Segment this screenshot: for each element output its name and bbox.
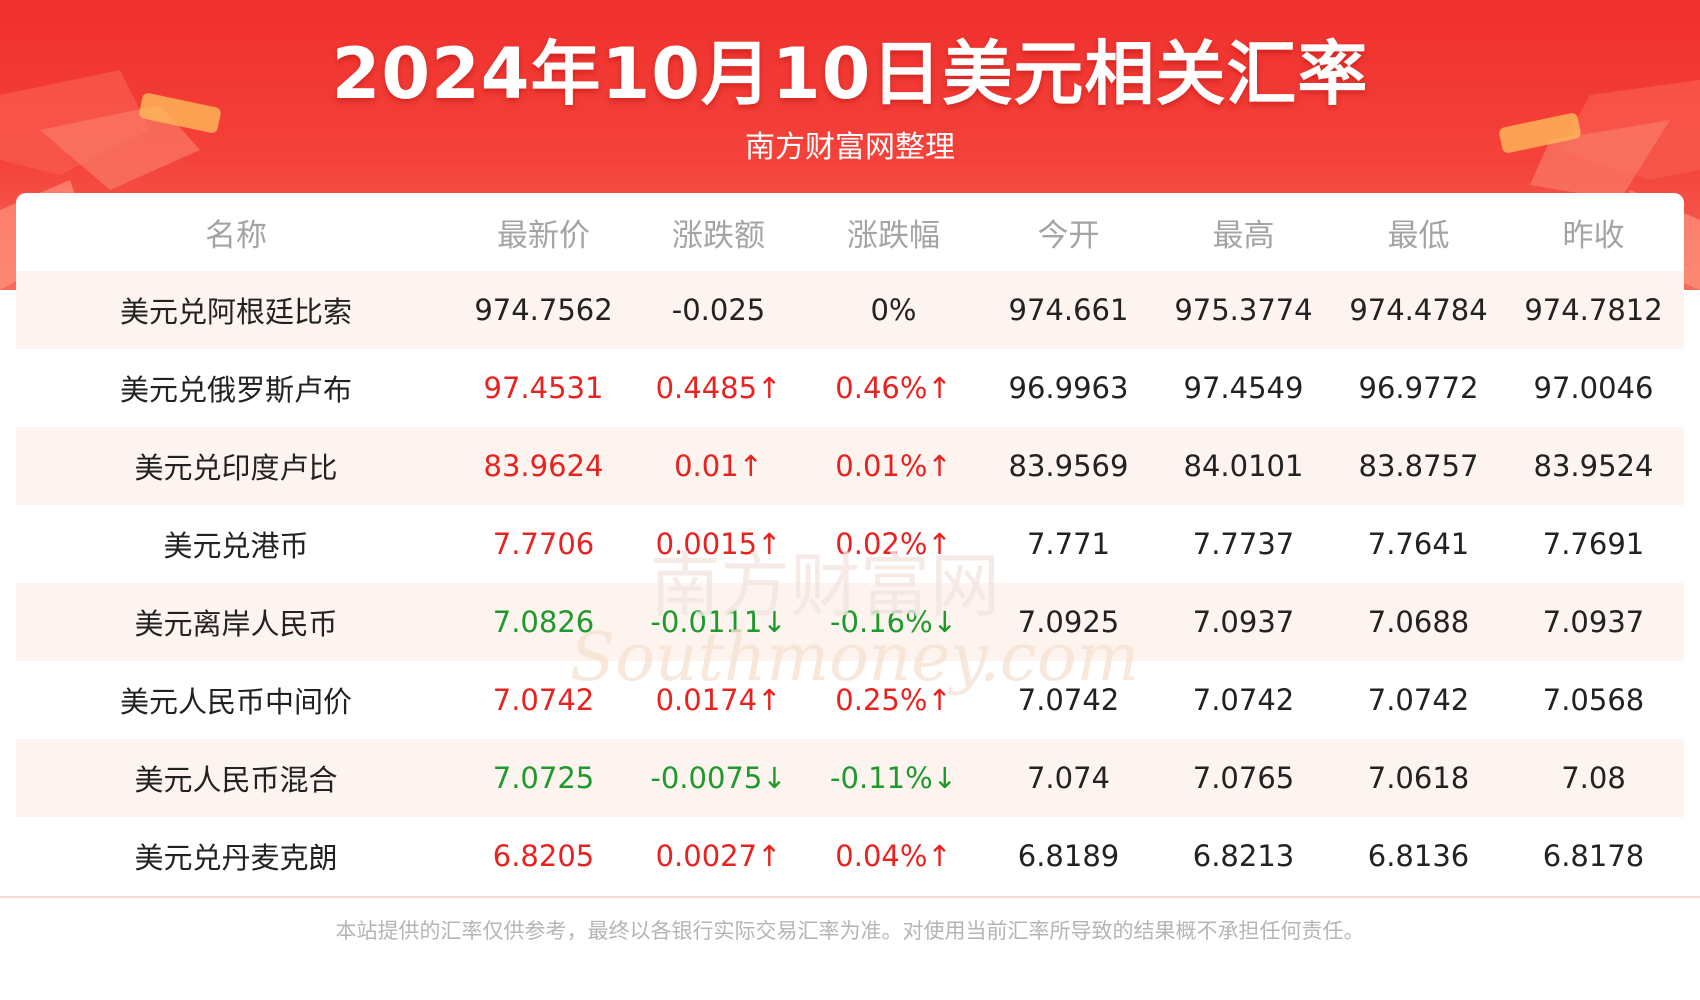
column-header-change: 涨跌额	[672, 217, 765, 254]
row-high: 7.0937	[1192, 605, 1295, 639]
row-name: 美元兑俄罗斯卢布	[119, 373, 352, 407]
column-header-pct: 涨跌幅	[847, 217, 940, 254]
row-change: -0.0111↓	[650, 605, 787, 639]
table-row: 美元兑俄罗斯卢布 97.4531 0.4485↑ 0.46%↑ 96.9963 97.45…	[16, 349, 1684, 427]
table-row: 美元兑港币 7.7706 0.0015↑ 0.02%↑ 7.771 7.7737 7.764…	[16, 505, 1684, 583]
row-change: -0.0075↓	[650, 761, 787, 795]
row-low: 7.0618	[1367, 761, 1470, 795]
row-prev: 6.8178	[1542, 839, 1645, 873]
row-change: 0.0015↑	[655, 527, 782, 561]
row-high: 975.3774	[1174, 293, 1313, 327]
row-low: 7.0742	[1367, 683, 1470, 717]
row-name: 美元兑港币	[163, 529, 309, 563]
row-low: 96.9772	[1358, 371, 1479, 405]
row-change: -0.025	[671, 293, 766, 327]
row-change: 0.01↑	[674, 449, 763, 483]
row-open: 96.9963	[1008, 371, 1129, 405]
row-latest: 7.0725	[492, 761, 595, 795]
row-name: 美元人民币中间价	[119, 685, 352, 719]
column-header-prev: 昨收	[1562, 217, 1625, 254]
row-latest: 7.7706	[492, 527, 595, 561]
row-pct: 0.25%↑	[835, 683, 952, 717]
row-latest: 83.9624	[483, 449, 604, 483]
page-subtitle: 南方财富网整理	[745, 130, 955, 165]
row-high: 6.8213	[1192, 839, 1295, 873]
table-header-row: 名称 最新价 涨跌额 涨跌幅 今开 最高 最低 昨收	[16, 193, 1684, 271]
divider	[0, 896, 1700, 898]
row-prev: 83.9524	[1533, 449, 1654, 483]
row-prev: 7.08	[1561, 761, 1626, 795]
table-row: 美元兑丹麦克朗 6.8205 0.0027↑ 0.04%↑ 6.8189 6.8213 6.…	[16, 817, 1684, 895]
row-open: 6.8189	[1017, 839, 1120, 873]
rates-table: 名称 最新价 涨跌额 涨跌幅 今开 最高 最低 昨收 美元兑阿根廷比索 974.7…	[16, 193, 1684, 898]
footer-disclaimer: 本站提供的汇率仅供参考，最终以各银行实际交易汇率为准。对使用当前汇率所导致的结果…	[335, 919, 1365, 943]
row-pct: 0.02%↑	[835, 527, 952, 561]
table-row: 美元人民币混合 7.0725 -0.0075↓ -0.11%↓ 7.074 7.0765 7…	[16, 739, 1684, 817]
table-row: 美元兑印度卢比 83.9624 0.01↑ 0.01%↑ 83.9569 84.0101 8…	[16, 427, 1684, 505]
row-prev: 97.0046	[1533, 371, 1654, 405]
row-low: 7.7641	[1367, 527, 1470, 561]
row-pct: -0.16%↓	[830, 605, 957, 639]
row-open: 974.661	[1008, 293, 1129, 327]
column-header-open: 今开	[1037, 217, 1100, 254]
row-open: 7.0742	[1017, 683, 1120, 717]
column-header-latest: 最新价	[497, 217, 590, 254]
row-low: 6.8136	[1367, 839, 1470, 873]
row-name: 美元兑阿根廷比索	[119, 295, 352, 329]
row-name: 美元兑丹麦克朗	[134, 841, 338, 875]
row-low: 83.8757	[1358, 449, 1479, 483]
table-row: 美元人民币中间价 7.0742 0.0174↑ 0.25%↑ 7.0742 7.0742 7…	[16, 661, 1684, 739]
row-name: 美元人民币混合	[134, 763, 338, 797]
row-change: 0.0174↑	[655, 683, 782, 717]
column-header-low: 最低	[1387, 217, 1450, 254]
row-latest: 97.4531	[483, 371, 604, 405]
row-pct: 0.46%↑	[835, 371, 952, 405]
row-latest: 6.8205	[492, 839, 595, 873]
row-low: 7.0688	[1367, 605, 1470, 639]
row-high: 7.0742	[1192, 683, 1295, 717]
row-prev: 974.7812	[1524, 293, 1663, 327]
row-pct: 0.01%↑	[835, 449, 952, 483]
row-open: 83.9569	[1008, 449, 1129, 483]
row-open: 7.074	[1026, 761, 1111, 795]
row-change: 0.0027↑	[655, 839, 782, 873]
row-name: 美元兑印度卢比	[134, 451, 338, 485]
table-row: 美元离岸人民币 7.0826 -0.0111↓ -0.16%↓ 7.0925 7.0937…	[16, 583, 1684, 661]
row-low: 974.4784	[1349, 293, 1488, 327]
row-prev: 7.0937	[1542, 605, 1645, 639]
row-high: 7.0765	[1192, 761, 1295, 795]
row-latest: 7.0742	[492, 683, 595, 717]
row-high: 97.4549	[1183, 371, 1304, 405]
row-prev: 7.0568	[1542, 683, 1645, 717]
row-pct: 0.04%↑	[835, 839, 952, 873]
row-change: 0.4485↑	[655, 371, 782, 405]
table-row: 美元兑阿根廷比索 974.7562 -0.025 0% 974.661 975.3774 9…	[16, 271, 1684, 349]
column-header-high: 最高	[1212, 217, 1275, 254]
column-header-name: 名称	[205, 217, 267, 254]
row-latest: 7.0826	[492, 605, 595, 639]
row-name: 美元离岸人民币	[134, 607, 338, 641]
row-high: 7.7737	[1192, 527, 1295, 561]
row-open: 7.0925	[1017, 605, 1120, 639]
page-title: 2024年10月10日美元相关汇率	[331, 33, 1369, 115]
row-pct: 0%	[870, 293, 917, 327]
row-latest: 974.7562	[474, 293, 613, 327]
row-open: 7.771	[1026, 527, 1111, 561]
row-prev: 7.7691	[1542, 527, 1645, 561]
row-pct: -0.11%↓	[830, 761, 957, 795]
row-high: 84.0101	[1183, 449, 1304, 483]
